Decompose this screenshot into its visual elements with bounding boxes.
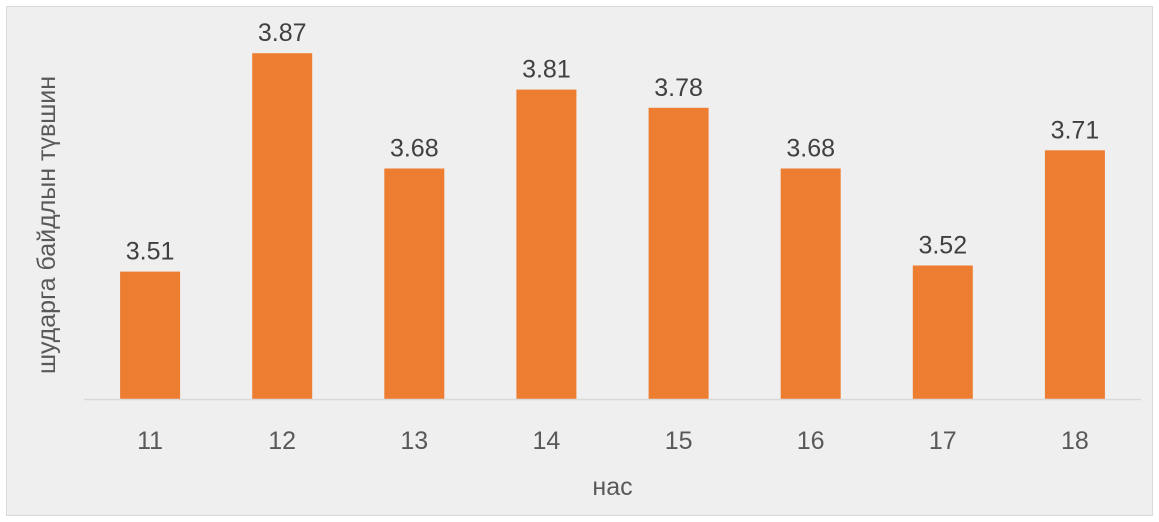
bar-13 [384, 168, 445, 399]
bar-15 [648, 107, 709, 400]
bar-12 [252, 53, 313, 399]
bar-value-label-16: 3.68 [786, 135, 835, 163]
bar-17 [912, 265, 973, 399]
bars [120, 53, 1105, 400]
bar-16 [780, 168, 841, 399]
bar-value-label-17: 3.52 [918, 232, 967, 260]
x-tick-label-12: 12 [268, 427, 296, 455]
bar-value-label-11: 3.51 [126, 238, 175, 266]
value-labels: 3.51 3.87 3.68 3.81 3.78 3.68 3.52 3.71 [126, 19, 1099, 265]
y-axis-title: шударга байдлын түвшин [33, 76, 61, 374]
bar-value-label-12: 3.87 [258, 19, 307, 47]
bar-14 [516, 89, 577, 399]
x-tick-labels: 11 12 13 14 15 16 17 18 [137, 427, 1089, 455]
bar-value-label-15: 3.78 [654, 74, 703, 102]
x-tick-label-14: 14 [532, 427, 560, 455]
x-tick-label-16: 16 [797, 427, 825, 455]
bar-11 [120, 271, 181, 399]
x-tick-label-15: 15 [665, 427, 693, 455]
x-tick-label-13: 13 [400, 427, 428, 455]
x-axis-title: нас [592, 473, 632, 501]
bar-value-label-18: 3.71 [1051, 116, 1100, 144]
x-tick-label-11: 11 [137, 427, 163, 455]
x-tick-label-17: 17 [929, 427, 957, 455]
chart-area: 3.51 3.87 3.68 3.81 3.78 3.68 3.52 3.71 11 12 13 1… [6, 6, 1153, 516]
bar-18 [1044, 150, 1105, 399]
bar-value-label-14: 3.81 [522, 56, 571, 84]
bar-chart: 3.513.873.683.813.783.683.523.71 11 12 13 1… [33, 19, 1141, 501]
bar-value-label-13: 3.68 [390, 135, 439, 163]
x-tick-label-18: 18 [1061, 427, 1089, 455]
